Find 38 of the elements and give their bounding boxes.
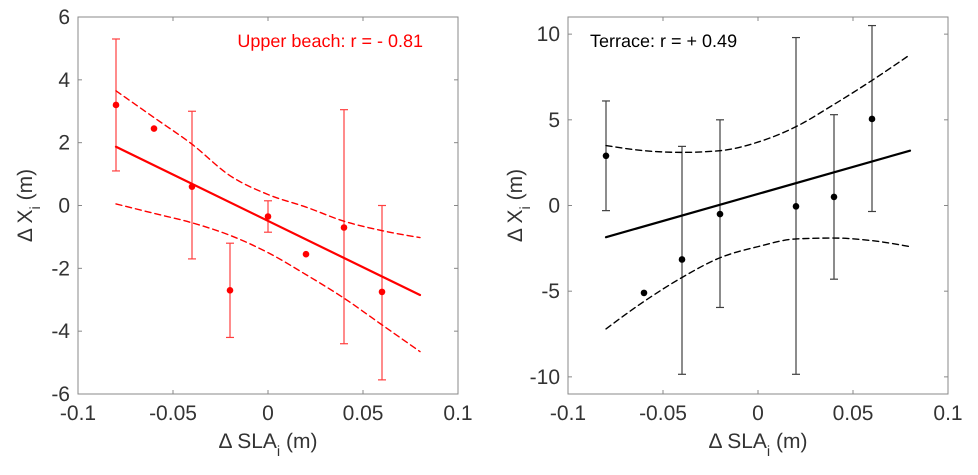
x-tick-label: 0.1 <box>933 402 963 425</box>
x-tick-label: 0 <box>752 402 764 425</box>
point <box>302 250 310 258</box>
point <box>868 116 876 122</box>
y-tick-label: -5 <box>541 280 560 304</box>
x-axis-title: Δ SLA$_{i}$ (m) <box>708 430 808 460</box>
x-tick-label: 0.05 <box>832 402 874 425</box>
y-tick-label: -2 <box>51 257 70 280</box>
y-tick-label: 6 <box>58 6 70 29</box>
point <box>226 287 234 294</box>
y-tick-label: 0 <box>548 194 560 218</box>
x-axis-title: Δ SLA$_{i}$ (m) <box>218 430 318 460</box>
point <box>264 213 272 220</box>
y-tick-label: -10 <box>530 366 560 389</box>
point <box>378 288 386 296</box>
point <box>792 203 800 210</box>
y-tick-label: 0 <box>58 194 70 218</box>
x-tick-label: -0.1 <box>550 402 586 425</box>
point <box>340 224 348 231</box>
y-tick-label: 4 <box>58 68 70 92</box>
point <box>830 194 838 200</box>
annotation: Upper beach: r = - 0.81 <box>237 31 423 51</box>
y-tick-label: 10 <box>536 23 560 46</box>
y-tick-label: 5 <box>548 108 560 132</box>
x-tick-label: -0.05 <box>639 402 687 425</box>
annotation: Terrace: r = + 0.49 <box>590 31 738 51</box>
point <box>112 102 120 108</box>
x-tick-label: 0.05 <box>342 402 384 425</box>
y-tick-label: -4 <box>51 320 70 344</box>
x-tick-label: 0.1 <box>443 402 473 425</box>
point <box>678 256 686 263</box>
y-tick-label: 2 <box>58 132 70 155</box>
point <box>716 210 724 218</box>
x-tick-label: 0 <box>262 402 274 425</box>
x-tick-label: -0.05 <box>149 402 197 425</box>
point <box>640 290 648 296</box>
point <box>150 125 158 132</box>
point <box>602 152 610 160</box>
